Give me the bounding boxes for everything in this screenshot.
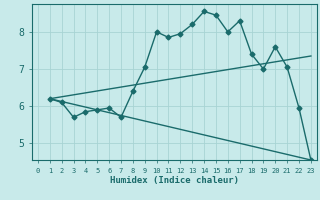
X-axis label: Humidex (Indice chaleur): Humidex (Indice chaleur) [110,176,239,185]
